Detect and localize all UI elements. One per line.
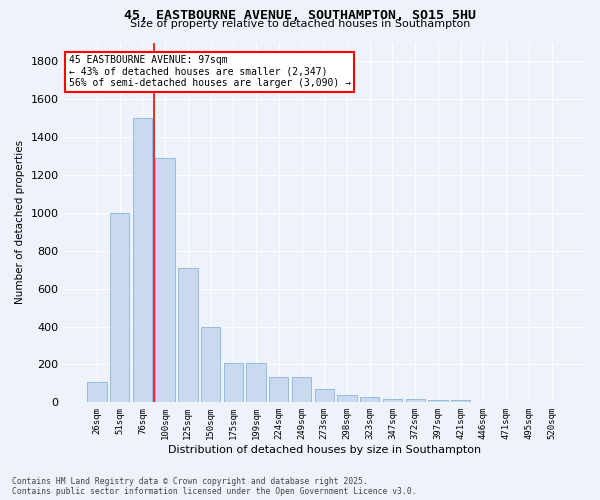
Bar <box>383 398 402 402</box>
Bar <box>337 395 356 402</box>
Bar <box>178 268 197 402</box>
Bar <box>292 377 311 402</box>
Bar <box>360 396 379 402</box>
Bar <box>406 400 425 402</box>
Bar <box>451 400 470 402</box>
Text: 45 EASTBOURNE AVENUE: 97sqm
← 43% of detached houses are smaller (2,347)
56% of : 45 EASTBOURNE AVENUE: 97sqm ← 43% of det… <box>69 55 351 88</box>
Y-axis label: Number of detached properties: Number of detached properties <box>15 140 25 304</box>
Bar <box>224 362 243 403</box>
Text: Size of property relative to detached houses in Southampton: Size of property relative to detached ho… <box>130 19 470 29</box>
Text: Contains HM Land Registry data © Crown copyright and database right 2025.
Contai: Contains HM Land Registry data © Crown c… <box>12 476 416 496</box>
Bar <box>155 158 175 402</box>
Bar <box>314 389 334 402</box>
Bar <box>201 326 220 402</box>
Bar <box>133 118 152 403</box>
Bar <box>110 213 130 402</box>
X-axis label: Distribution of detached houses by size in Southampton: Distribution of detached houses by size … <box>168 445 481 455</box>
Bar <box>87 382 107 402</box>
Text: 45, EASTBOURNE AVENUE, SOUTHAMPTON, SO15 5HU: 45, EASTBOURNE AVENUE, SOUTHAMPTON, SO15… <box>124 9 476 22</box>
Bar <box>428 400 448 402</box>
Bar <box>269 377 289 402</box>
Bar <box>247 362 266 403</box>
